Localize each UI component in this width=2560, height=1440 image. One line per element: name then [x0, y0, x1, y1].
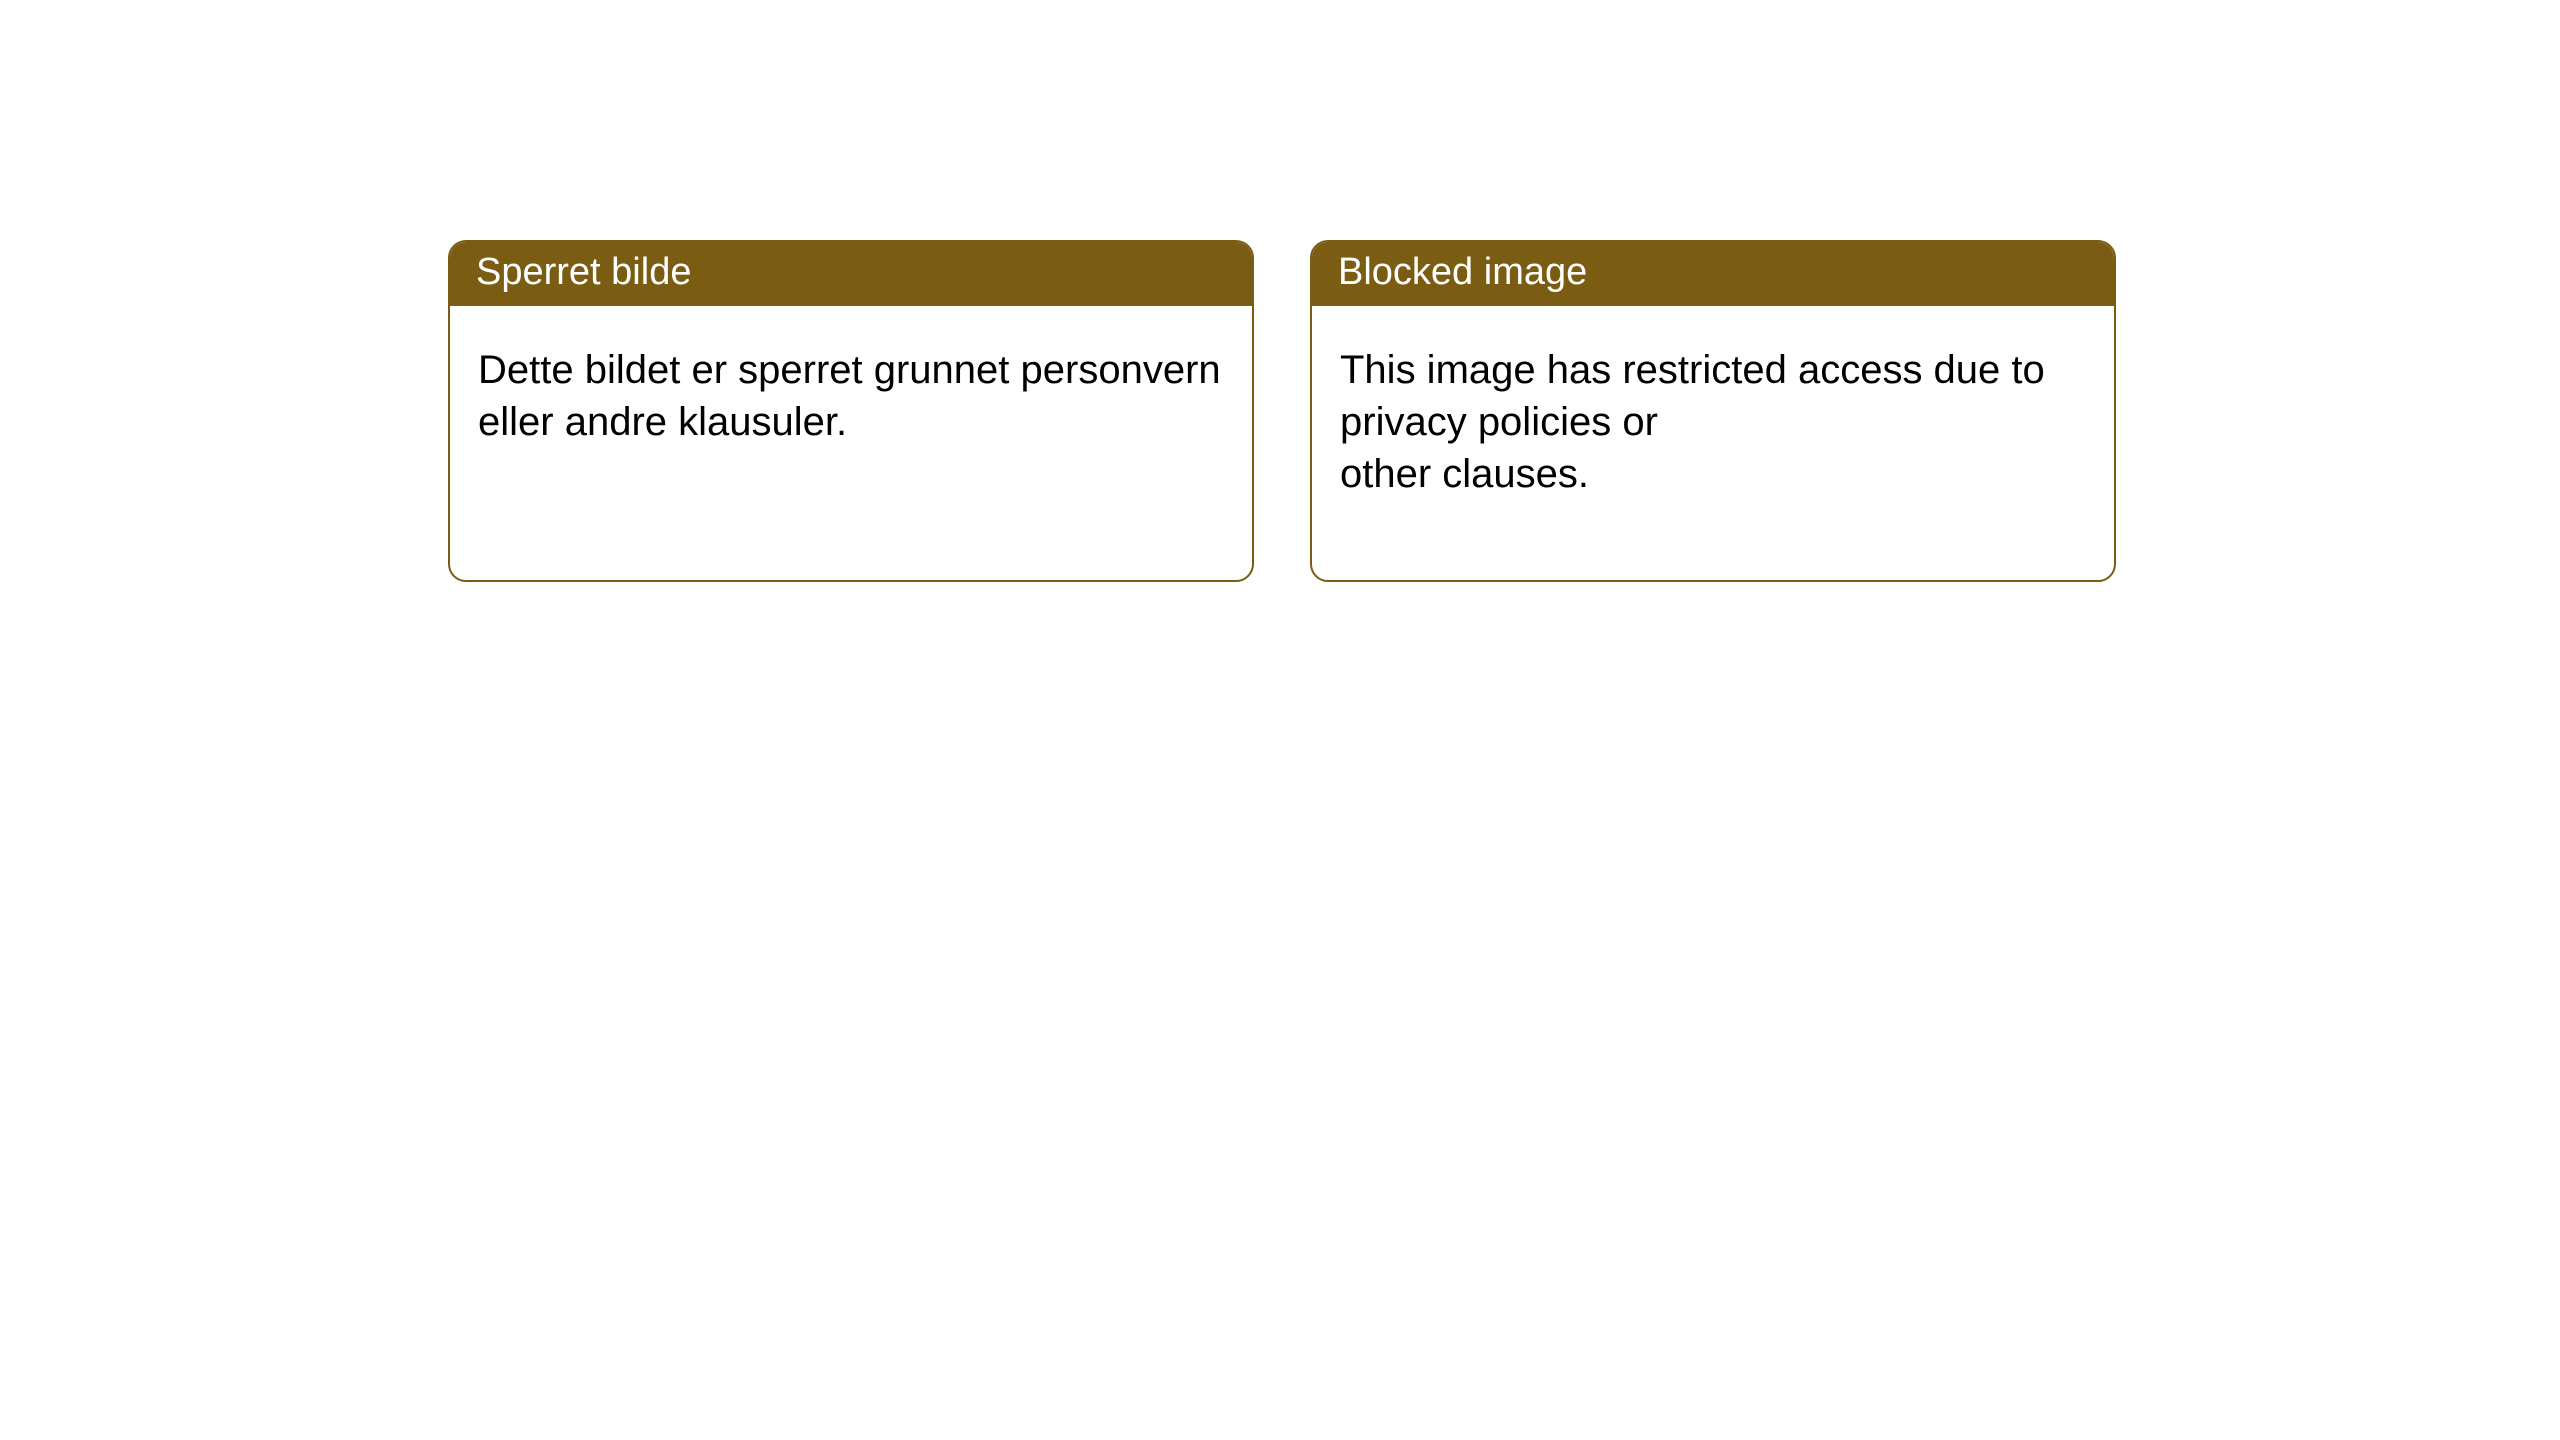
notice-title-english: Blocked image	[1312, 242, 2114, 306]
notice-container: Sperret bilde Dette bildet er sperret gr…	[0, 0, 2560, 582]
blocked-image-notice-norwegian: Sperret bilde Dette bildet er sperret gr…	[448, 240, 1254, 582]
notice-title-norwegian: Sperret bilde	[450, 242, 1252, 306]
notice-body-english: This image has restricted access due to …	[1312, 306, 2114, 580]
blocked-image-notice-english: Blocked image This image has restricted …	[1310, 240, 2116, 582]
notice-body-norwegian: Dette bildet er sperret grunnet personve…	[450, 306, 1252, 528]
